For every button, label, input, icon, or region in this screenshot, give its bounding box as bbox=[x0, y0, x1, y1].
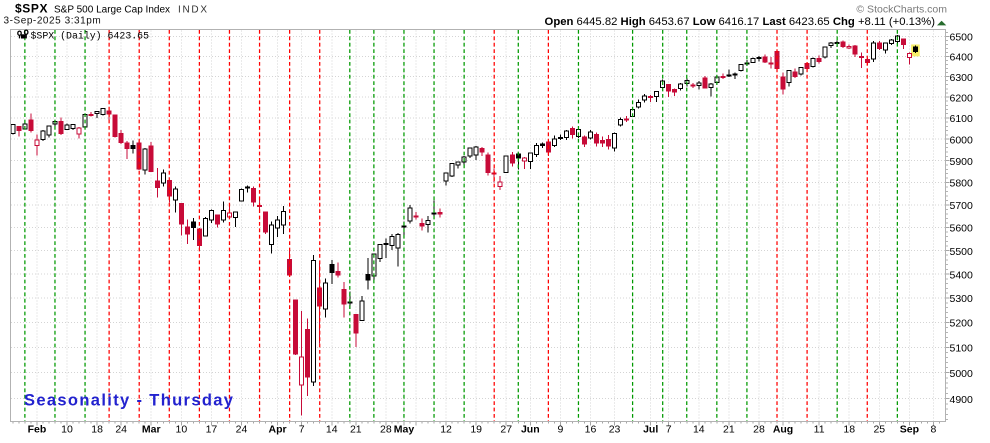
svg-text:18: 18 bbox=[91, 423, 103, 435]
svg-text:6300: 6300 bbox=[950, 72, 974, 84]
svg-text:6400: 6400 bbox=[950, 52, 974, 64]
svg-text:5900: 5900 bbox=[950, 156, 974, 168]
svg-text:16: 16 bbox=[585, 423, 597, 435]
svg-text:7: 7 bbox=[299, 423, 305, 435]
svg-text:19: 19 bbox=[470, 423, 482, 435]
svg-text:Jul: Jul bbox=[643, 423, 658, 435]
svg-text:21: 21 bbox=[350, 423, 362, 435]
svg-text:14: 14 bbox=[693, 423, 705, 435]
svg-text:9: 9 bbox=[557, 423, 563, 435]
svg-text:5000: 5000 bbox=[950, 368, 974, 380]
svg-text:Feb: Feb bbox=[28, 423, 47, 435]
svg-text:5700: 5700 bbox=[950, 200, 974, 212]
svg-text:Mar: Mar bbox=[142, 423, 161, 435]
svg-text:6500: 6500 bbox=[950, 32, 974, 44]
svg-text:27: 27 bbox=[500, 423, 512, 435]
svg-text:5800: 5800 bbox=[950, 178, 974, 190]
svg-text:4900: 4900 bbox=[950, 394, 974, 406]
svg-text:8: 8 bbox=[931, 423, 937, 435]
svg-text:Apr: Apr bbox=[269, 423, 287, 435]
svg-text:Seasonality - Thursday: Seasonality - Thursday bbox=[24, 392, 234, 410]
svg-text:23: 23 bbox=[609, 423, 621, 435]
svg-text:28: 28 bbox=[380, 423, 392, 435]
svg-text:10: 10 bbox=[175, 423, 187, 435]
svg-text:5600: 5600 bbox=[950, 223, 974, 235]
svg-text:$SPX: $SPX bbox=[15, 2, 48, 16]
svg-text:Jun: Jun bbox=[521, 423, 540, 435]
svg-text:© StockCharts.com: © StockCharts.com bbox=[856, 3, 947, 15]
svg-text:Sep: Sep bbox=[900, 423, 919, 435]
svg-text:5500: 5500 bbox=[950, 246, 974, 258]
svg-text:18: 18 bbox=[843, 423, 855, 435]
svg-text:Open 6445.82 High 6453.67 Low: Open 6445.82 High 6453.67 Low 6416.17 La… bbox=[545, 16, 936, 28]
svg-text:25: 25 bbox=[873, 423, 885, 435]
svg-text:5100: 5100 bbox=[950, 343, 974, 355]
svg-text:5400: 5400 bbox=[950, 269, 974, 281]
svg-text:S&P 500 Large Cap Index: S&P 500 Large Cap Index bbox=[54, 5, 170, 16]
svg-text:INDX: INDX bbox=[178, 5, 209, 16]
svg-text:10: 10 bbox=[61, 423, 73, 435]
svg-text:7: 7 bbox=[666, 423, 672, 435]
svg-text:$SPX (Daily) 6423.65: $SPX (Daily) 6423.65 bbox=[31, 31, 150, 42]
svg-text:12: 12 bbox=[440, 423, 452, 435]
svg-text:5300: 5300 bbox=[950, 293, 974, 305]
svg-text:21: 21 bbox=[723, 423, 735, 435]
svg-text:24: 24 bbox=[115, 423, 127, 435]
svg-text:6100: 6100 bbox=[950, 113, 974, 125]
svg-text:6200: 6200 bbox=[950, 92, 974, 104]
svg-text:6000: 6000 bbox=[950, 134, 974, 146]
svg-text:5200: 5200 bbox=[950, 318, 974, 330]
svg-text:Aug: Aug bbox=[773, 423, 793, 435]
svg-text:11: 11 bbox=[814, 423, 825, 435]
svg-text:3-Sep-2025 3:31pm: 3-Sep-2025 3:31pm bbox=[4, 15, 102, 26]
svg-text:14: 14 bbox=[326, 423, 338, 435]
svg-text:17: 17 bbox=[206, 423, 218, 435]
svg-text:24: 24 bbox=[236, 423, 248, 435]
svg-text:28: 28 bbox=[753, 423, 765, 435]
svg-text:May: May bbox=[394, 423, 415, 435]
